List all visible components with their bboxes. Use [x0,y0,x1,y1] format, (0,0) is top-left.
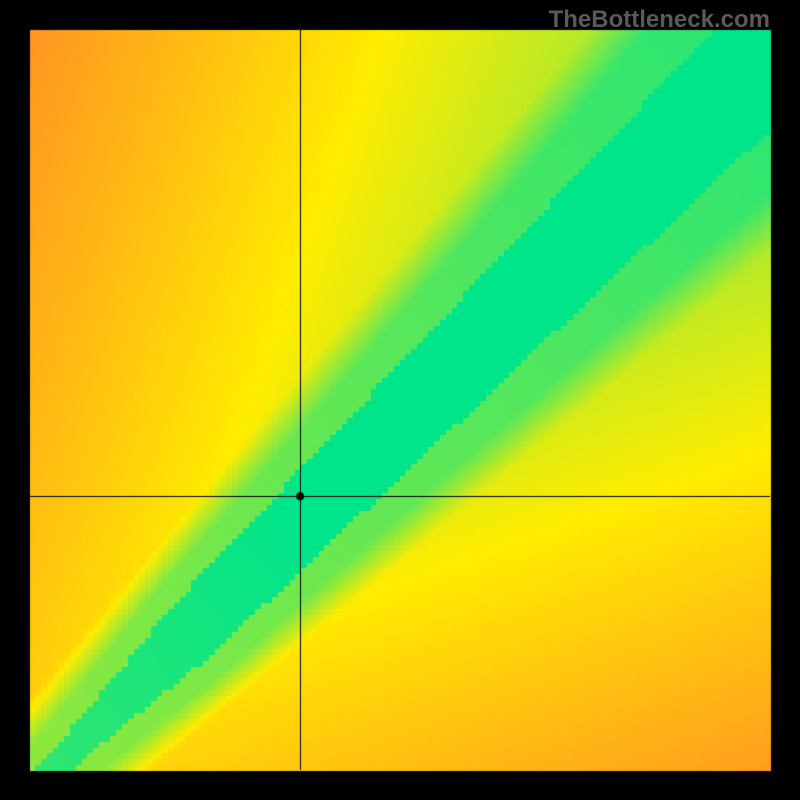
chart-container: TheBottleneck.com [0,0,800,800]
watermark-text: TheBottleneck.com [549,6,770,34]
bottleneck-heatmap [0,0,800,800]
